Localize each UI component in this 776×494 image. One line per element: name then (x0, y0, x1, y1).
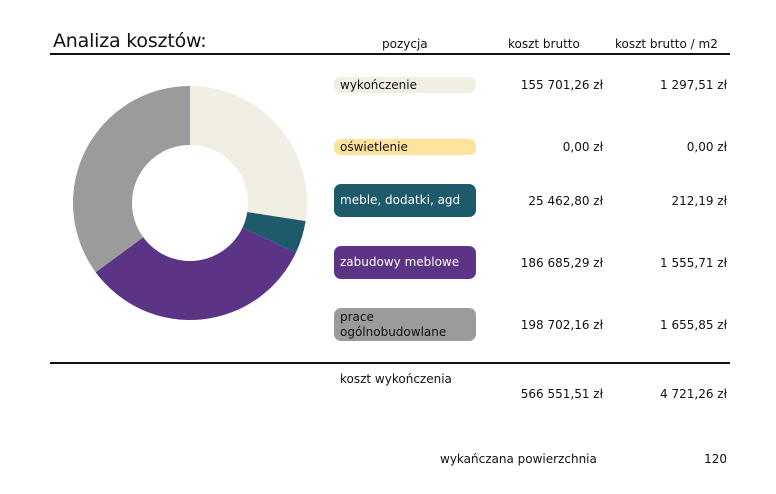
category-pill: meble, dodatki, agd (334, 184, 476, 217)
category-pill: oświetlenie (334, 139, 476, 155)
cell-koszt-brutto: 186 685,29 zł (520, 255, 603, 270)
total-brutto: 566 551,51 zł (520, 387, 603, 401)
page-title: Analiza kosztów: (53, 30, 207, 52)
donut-slice-3 (95, 227, 296, 320)
cell-koszt-brutto-m2: 212,19 zł (671, 193, 727, 208)
donut-slice-4 (72, 86, 190, 273)
cell-koszt-brutto: 155 701,26 zł (520, 78, 603, 92)
header-pozycja: pozycja (382, 37, 428, 51)
total-label: koszt wykończenia (340, 372, 452, 386)
cell-koszt-brutto: 25 462,80 zł (528, 193, 603, 208)
category-pill: prace ogólnobudowlane (334, 308, 476, 341)
total-divider (50, 362, 730, 364)
donut-slice-2 (242, 212, 306, 253)
header-divider (50, 53, 730, 55)
area-value: 120 (704, 452, 727, 466)
total-brutto-m2: 4 721,26 zł (660, 387, 727, 401)
area-label: wykańczana powierzchnia (440, 452, 597, 466)
cell-koszt-brutto: 198 702,16 zł (520, 317, 603, 332)
cost-donut-chart (72, 86, 307, 320)
category-pill: wykończenie (334, 77, 476, 93)
header-koszt-brutto-m2: koszt brutto / m2 (615, 37, 718, 51)
cell-koszt-brutto-m2: 1 555,71 zł (660, 255, 727, 270)
cell-koszt-brutto-m2: 1 655,85 zł (660, 317, 727, 332)
category-pill: zabudowy meblowe (334, 246, 476, 279)
header-koszt-brutto: koszt brutto (508, 37, 580, 51)
cell-koszt-brutto: 0,00 zł (562, 140, 603, 154)
donut-slice-0 (190, 86, 307, 222)
cell-koszt-brutto-m2: 0,00 zł (686, 140, 727, 154)
cell-koszt-brutto-m2: 1 297,51 zł (660, 78, 727, 92)
